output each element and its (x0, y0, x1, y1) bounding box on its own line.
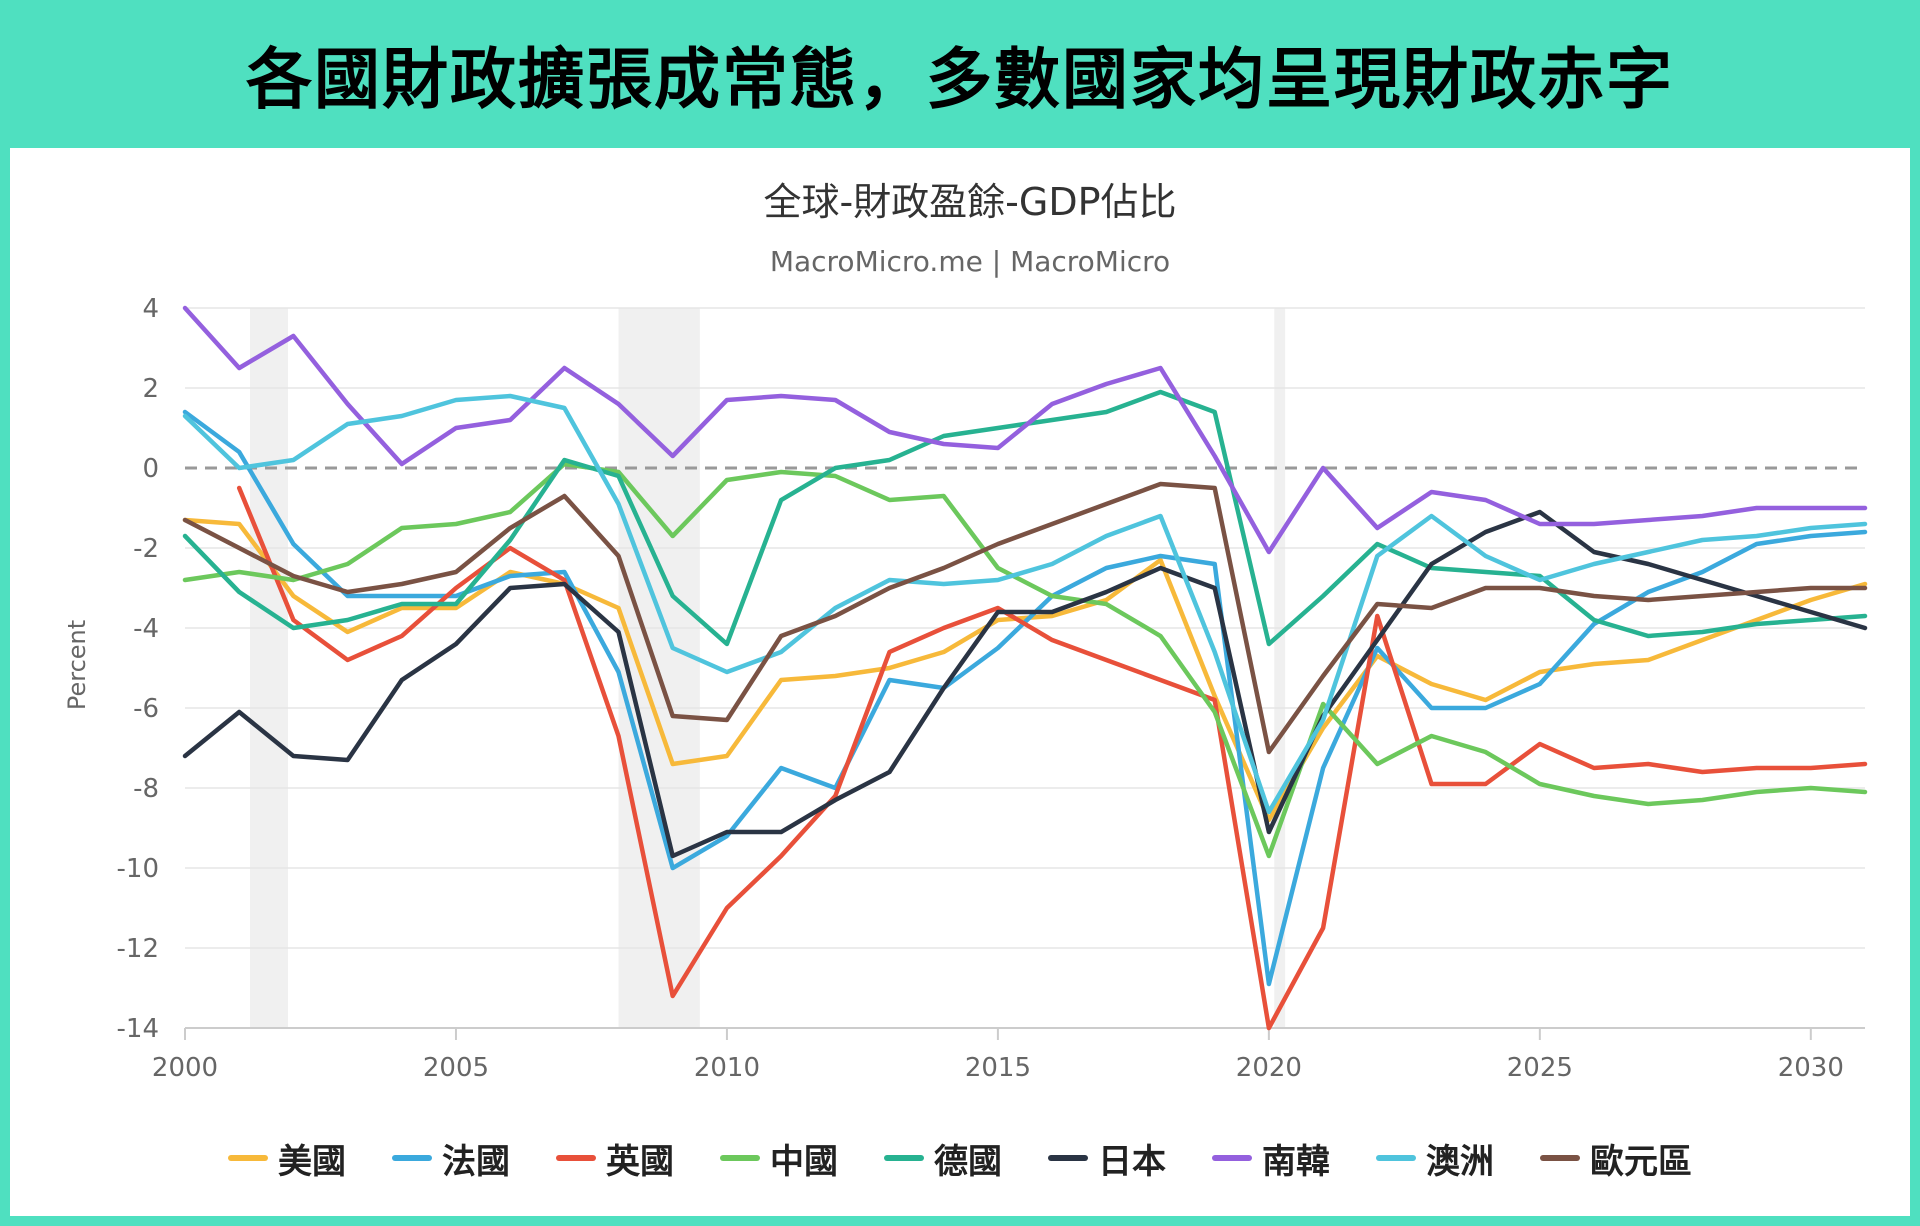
headline-banner: 各國財政擴張成常態，多數國家均呈現財政赤字 (0, 0, 1920, 148)
legend-swatch (884, 1155, 924, 1161)
legend-item[interactable]: 美國 (228, 1134, 346, 1183)
series-line-南韓[interactable] (182, 305, 1868, 555)
legend-label: 中國 (770, 1141, 838, 1182)
y-tick-label: 0 (142, 454, 159, 484)
legend-swatch (1540, 1155, 1580, 1161)
x-tick-label: 2005 (423, 1053, 489, 1083)
legend-item[interactable]: 中國 (720, 1134, 838, 1183)
legend-swatch (1376, 1155, 1416, 1161)
chart-legend: 美國 法國 英國 中國 德國 日本 南韓 澳洲 歐元區 (10, 1128, 1910, 1188)
y-tick-label: -8 (133, 774, 159, 804)
chart-title: 全球-財政盈餘-GDP佔比 (763, 180, 1176, 224)
legend-item[interactable]: 德國 (884, 1134, 1002, 1183)
legend-swatch (1212, 1155, 1252, 1161)
legend-swatch (392, 1155, 432, 1161)
legend-swatch (1048, 1155, 1088, 1161)
y-tick-label: -10 (117, 854, 159, 884)
y-axis-label: Percent (63, 620, 91, 710)
legend-swatch (556, 1155, 596, 1161)
headline-title: 各國財政擴張成常態，多數國家均呈現財政赤字 (246, 41, 1674, 118)
y-tick-label: -2 (133, 534, 159, 564)
line-chart: 4 2 0 -2 -4 -6 -8 -10 -12 -14 2000 2005 2010 2015 2020… (63, 180, 1868, 1083)
series-line-英國[interactable] (236, 485, 1868, 1031)
y-tick-label: -14 (117, 1014, 159, 1044)
legend-label: 英國 (606, 1141, 674, 1182)
series-line-法國[interactable] (182, 409, 1868, 987)
series-line-歐元區[interactable] (182, 481, 1868, 755)
legend-label: 德國 (934, 1141, 1002, 1182)
recession-band (250, 308, 288, 1028)
legend-label: 澳洲 (1426, 1141, 1494, 1182)
legend-label: 南韓 (1262, 1141, 1330, 1182)
x-tick-label: 2020 (1236, 1053, 1302, 1083)
series-line-澳洲[interactable] (182, 393, 1868, 815)
series-line-美國[interactable] (182, 517, 1868, 823)
y-tick-label: -12 (117, 934, 159, 964)
legend-label: 法國 (442, 1141, 510, 1182)
recession-band (1274, 308, 1286, 1028)
legend-item[interactable]: 澳洲 (1376, 1134, 1494, 1183)
chart-subtitle: MacroMicro.me | MacroMicro (770, 245, 1170, 278)
x-tick-label: 2000 (152, 1053, 218, 1083)
x-tick-label: 2030 (1778, 1053, 1844, 1083)
recession-band (618, 308, 700, 1028)
legend-label: 美國 (278, 1141, 346, 1182)
x-tick-label: 2010 (694, 1053, 760, 1083)
legend-item[interactable]: 法國 (392, 1134, 510, 1183)
x-tick-label: 2015 (965, 1053, 1031, 1083)
legend-swatch (228, 1155, 268, 1161)
legend-item[interactable]: 英國 (556, 1134, 674, 1183)
chart-card: 4 2 0 -2 -4 -6 -8 -10 -12 -14 2000 2005 2010 2015 2020… (10, 148, 1910, 1216)
y-tick-label: 2 (142, 374, 159, 404)
legend-item[interactable]: 日本 (1048, 1134, 1166, 1183)
legend-item[interactable]: 歐元區 (1540, 1134, 1692, 1183)
legend-item[interactable]: 南韓 (1212, 1134, 1330, 1183)
legend-label: 日本 (1098, 1141, 1166, 1182)
x-tick-label: 2025 (1507, 1053, 1573, 1083)
series-line-日本[interactable] (182, 509, 1868, 859)
series-line-中國[interactable] (182, 461, 1868, 859)
y-tick-label: -6 (133, 694, 159, 724)
legend-swatch (720, 1155, 760, 1161)
y-tick-label: -4 (133, 614, 159, 644)
series-line-德國[interactable] (182, 389, 1868, 647)
y-tick-label: 4 (142, 294, 159, 324)
legend-label: 歐元區 (1590, 1141, 1692, 1182)
